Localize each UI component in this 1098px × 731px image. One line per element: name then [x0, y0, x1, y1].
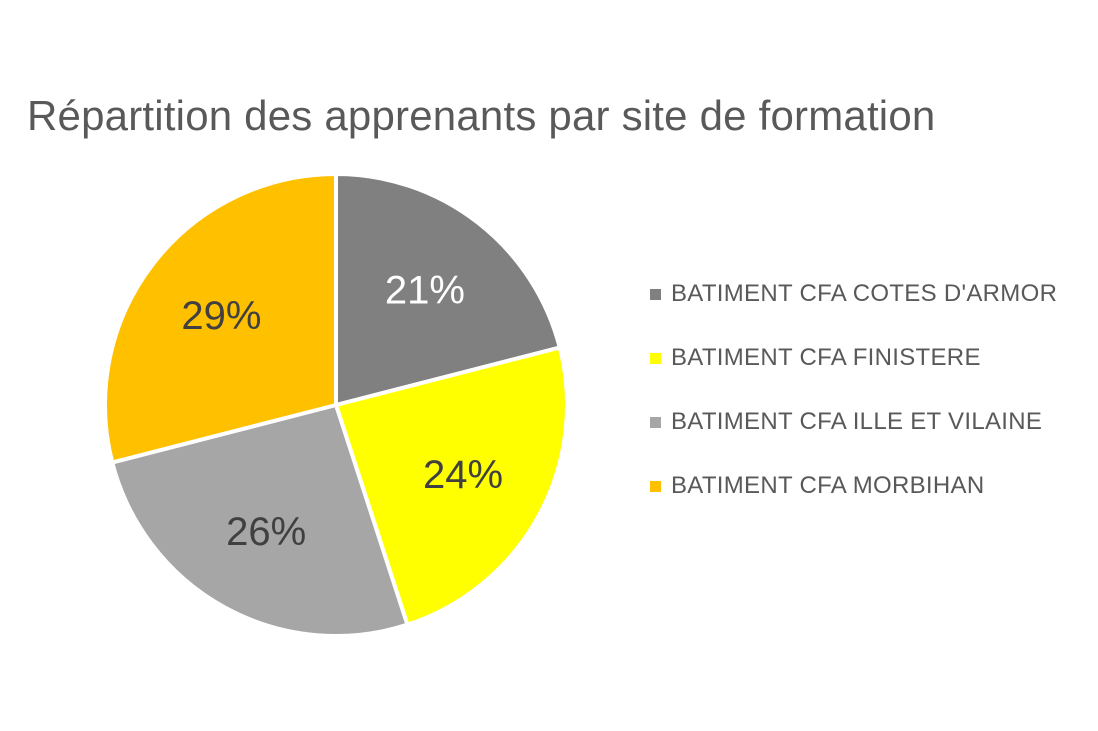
pie-slice-label-4: 29% [181, 294, 261, 338]
legend-label-1: BATIMENT CFA COTES D'ARMOR [671, 280, 1058, 307]
legend-item-3: BATIMENT CFA ILLE ET VILAINE [650, 390, 1057, 454]
legend-label-4: BATIMENT CFA MORBIHAN [671, 472, 985, 499]
pie-slice-1 [334, 172, 562, 407]
legend-swatch-1 [650, 288, 661, 300]
pie-slice-label-2: 24% [423, 453, 503, 497]
chart-title: Répartition des apprenants par site de f… [27, 92, 936, 139]
pie-slice-3 [110, 403, 410, 638]
legend-item-1: BATIMENT CFA COTES D'ARMOR [650, 262, 1057, 326]
pie-labels: 21% 24% 26% 29% [181, 268, 503, 554]
pie-slice-4 [103, 172, 338, 465]
legend-swatch-2 [650, 352, 661, 364]
legend-label-2: BATIMENT CFA FINISTERE [671, 344, 981, 371]
pie-slice-label-1: 21% [385, 268, 465, 312]
pie-slice-2 [334, 345, 569, 627]
legend: BATIMENT CFA COTES D'ARMOR BATIMENT CFA F… [650, 262, 1057, 518]
legend-item-4: BATIMENT CFA MORBIHAN [650, 454, 1057, 518]
legend-item-2: BATIMENT CFA FINISTERE [650, 326, 1057, 390]
pie-slices [103, 172, 569, 638]
legend-swatch-3 [650, 416, 661, 428]
legend-label-3: BATIMENT CFA ILLE ET VILAINE [671, 408, 1043, 435]
legend-swatch-4 [650, 480, 661, 492]
pie-slice-label-3: 26% [226, 510, 306, 554]
